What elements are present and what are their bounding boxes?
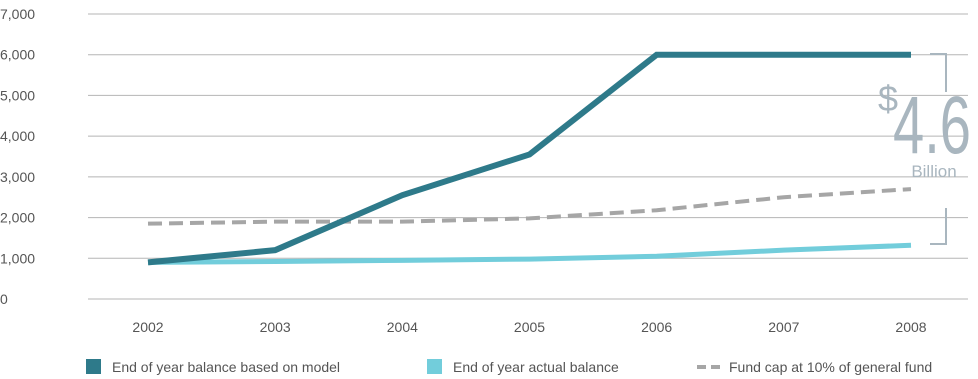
y-axis-tick-labels: 0 1,000 2,000 3,000 4,000 5,000 6,000 7,000 <box>0 6 35 307</box>
legend: End of year balance based on model End of… <box>86 359 932 375</box>
legend-label: Fund cap at 10% of general fund <box>729 359 932 375</box>
x-tick-label: 2003 <box>260 319 291 335</box>
x-tick-label: 2008 <box>895 319 926 335</box>
total-annotation: $ 4.6 Billion <box>878 53 971 245</box>
series-line-2 <box>147 242 912 265</box>
legend-swatch <box>427 359 442 374</box>
annotation-bracket <box>930 53 947 245</box>
y-tick-label: 6,000 <box>0 47 35 63</box>
y-tick-label: 1,000 <box>0 250 35 266</box>
x-tick-label: 2005 <box>514 319 545 335</box>
series-line-3 <box>147 187 912 226</box>
y-tick-label: 3,000 <box>0 169 35 185</box>
y-tick-label: 0 <box>0 291 8 307</box>
y-tick-label: 4,000 <box>0 128 35 144</box>
series-line-1 <box>147 51 911 266</box>
y-tick-label: 5,000 <box>0 87 35 103</box>
x-tick-label: 2004 <box>387 319 418 335</box>
series-lines <box>147 51 912 266</box>
x-tick-label: 2002 <box>132 319 163 335</box>
y-tick-label: 2,000 <box>0 210 35 226</box>
y-tick-label: 7,000 <box>0 6 35 22</box>
x-tick-label: 2006 <box>641 319 672 335</box>
legend-label: End of year balance based on model <box>112 359 340 375</box>
annotation-unit: Billion <box>911 162 956 181</box>
annotation-value: 4.6 <box>893 80 971 171</box>
annotation-currency: $ <box>878 78 898 119</box>
x-axis-tick-labels: 2002 2003 2004 2005 2006 2007 2008 <box>132 319 926 335</box>
x-tick-label: 2007 <box>768 319 799 335</box>
legend-swatch <box>86 359 101 374</box>
legend-label: End of year actual balance <box>453 359 619 375</box>
